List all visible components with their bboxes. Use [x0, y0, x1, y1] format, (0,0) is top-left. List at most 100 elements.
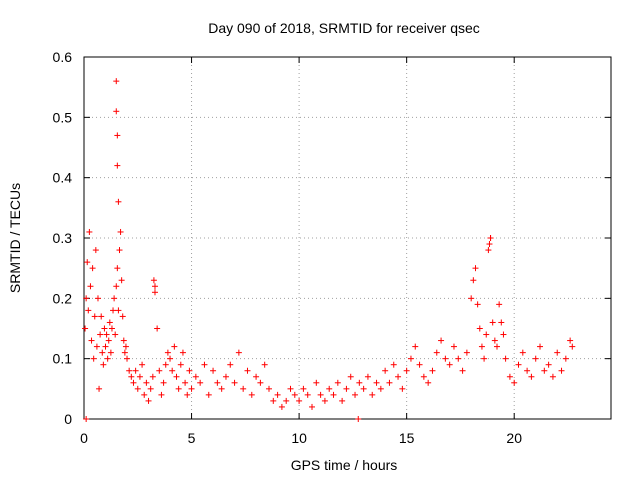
data-point	[554, 349, 561, 356]
data-point	[173, 373, 180, 380]
data-point	[126, 367, 133, 374]
data-point	[114, 162, 121, 169]
data-point	[399, 385, 406, 392]
data-point	[502, 355, 509, 362]
data-point	[115, 307, 122, 314]
data-point	[179, 349, 186, 356]
data-point	[91, 313, 98, 320]
data-point	[476, 325, 483, 332]
data-point	[186, 367, 193, 374]
data-point	[515, 361, 522, 368]
data-point	[197, 379, 204, 386]
data-point	[265, 385, 272, 392]
data-point	[130, 379, 137, 386]
data-point	[162, 361, 169, 368]
data-point	[382, 367, 389, 374]
data-point	[164, 349, 171, 356]
data-point	[248, 391, 255, 398]
data-point	[175, 385, 182, 392]
data-point	[150, 277, 157, 284]
data-point	[119, 313, 126, 320]
data-point	[420, 373, 427, 380]
data-point	[94, 295, 101, 302]
data-point	[244, 367, 251, 374]
data-point	[99, 349, 106, 356]
data-point	[519, 349, 526, 356]
data-point	[491, 337, 498, 344]
data-point	[470, 277, 477, 284]
data-point	[87, 283, 94, 290]
data-point	[261, 361, 268, 368]
data-point	[139, 361, 146, 368]
data-point	[210, 367, 217, 374]
data-point	[496, 301, 503, 308]
data-point	[160, 379, 167, 386]
data-point	[156, 367, 163, 374]
data-point	[524, 367, 531, 374]
data-point	[83, 295, 90, 302]
data-point	[214, 379, 221, 386]
data-point	[537, 343, 544, 350]
data-point	[493, 343, 500, 350]
data-point	[511, 379, 518, 386]
data-point	[395, 373, 402, 380]
data-point	[103, 331, 110, 338]
data-point	[377, 385, 384, 392]
data-point	[82, 325, 89, 332]
data-point	[407, 355, 414, 362]
data-point	[231, 379, 238, 386]
data-point	[500, 331, 507, 338]
data-point	[364, 373, 371, 380]
data-point	[455, 355, 462, 362]
data-point	[498, 319, 505, 326]
data-point	[85, 307, 92, 314]
data-point	[339, 397, 346, 404]
data-point	[296, 397, 303, 404]
data-point	[373, 379, 380, 386]
data-point	[321, 397, 328, 404]
data-point	[182, 379, 189, 386]
data-point	[98, 313, 105, 320]
data-point	[291, 391, 298, 398]
data-point	[86, 228, 93, 235]
data-point	[96, 385, 103, 392]
data-point	[390, 361, 397, 368]
data-point	[151, 283, 158, 290]
data-point	[192, 373, 199, 380]
data-point	[433, 349, 440, 356]
data-point	[412, 343, 419, 350]
data-point	[478, 343, 485, 350]
data-point	[149, 373, 156, 380]
data-point	[450, 343, 457, 350]
data-point	[110, 307, 117, 314]
y-tick-label: 0.3	[53, 230, 73, 246]
data-point	[145, 397, 152, 404]
y-tick-label: 0.1	[53, 351, 73, 367]
data-point	[481, 355, 488, 362]
data-point	[97, 331, 104, 338]
data-point	[489, 319, 496, 326]
data-point	[506, 373, 513, 380]
data-point	[171, 343, 178, 350]
data-point	[483, 331, 490, 338]
data-point	[113, 108, 120, 115]
data-point	[124, 355, 131, 362]
data-point	[270, 397, 277, 404]
data-point	[487, 235, 494, 241]
data-point	[532, 355, 539, 362]
data-point	[114, 265, 121, 272]
data-point	[205, 391, 212, 398]
data-point	[151, 289, 158, 296]
y-tick-label: 0.6	[53, 49, 73, 65]
data-point	[154, 325, 161, 332]
data-point	[90, 355, 97, 362]
y-tick-label: 0.2	[53, 290, 73, 306]
data-point	[472, 265, 479, 272]
data-point	[116, 247, 123, 254]
data-point	[485, 247, 492, 254]
data-point	[128, 373, 135, 380]
data-point	[468, 295, 475, 302]
data-point	[334, 379, 341, 386]
data-point	[113, 283, 120, 290]
data-point	[459, 367, 466, 374]
